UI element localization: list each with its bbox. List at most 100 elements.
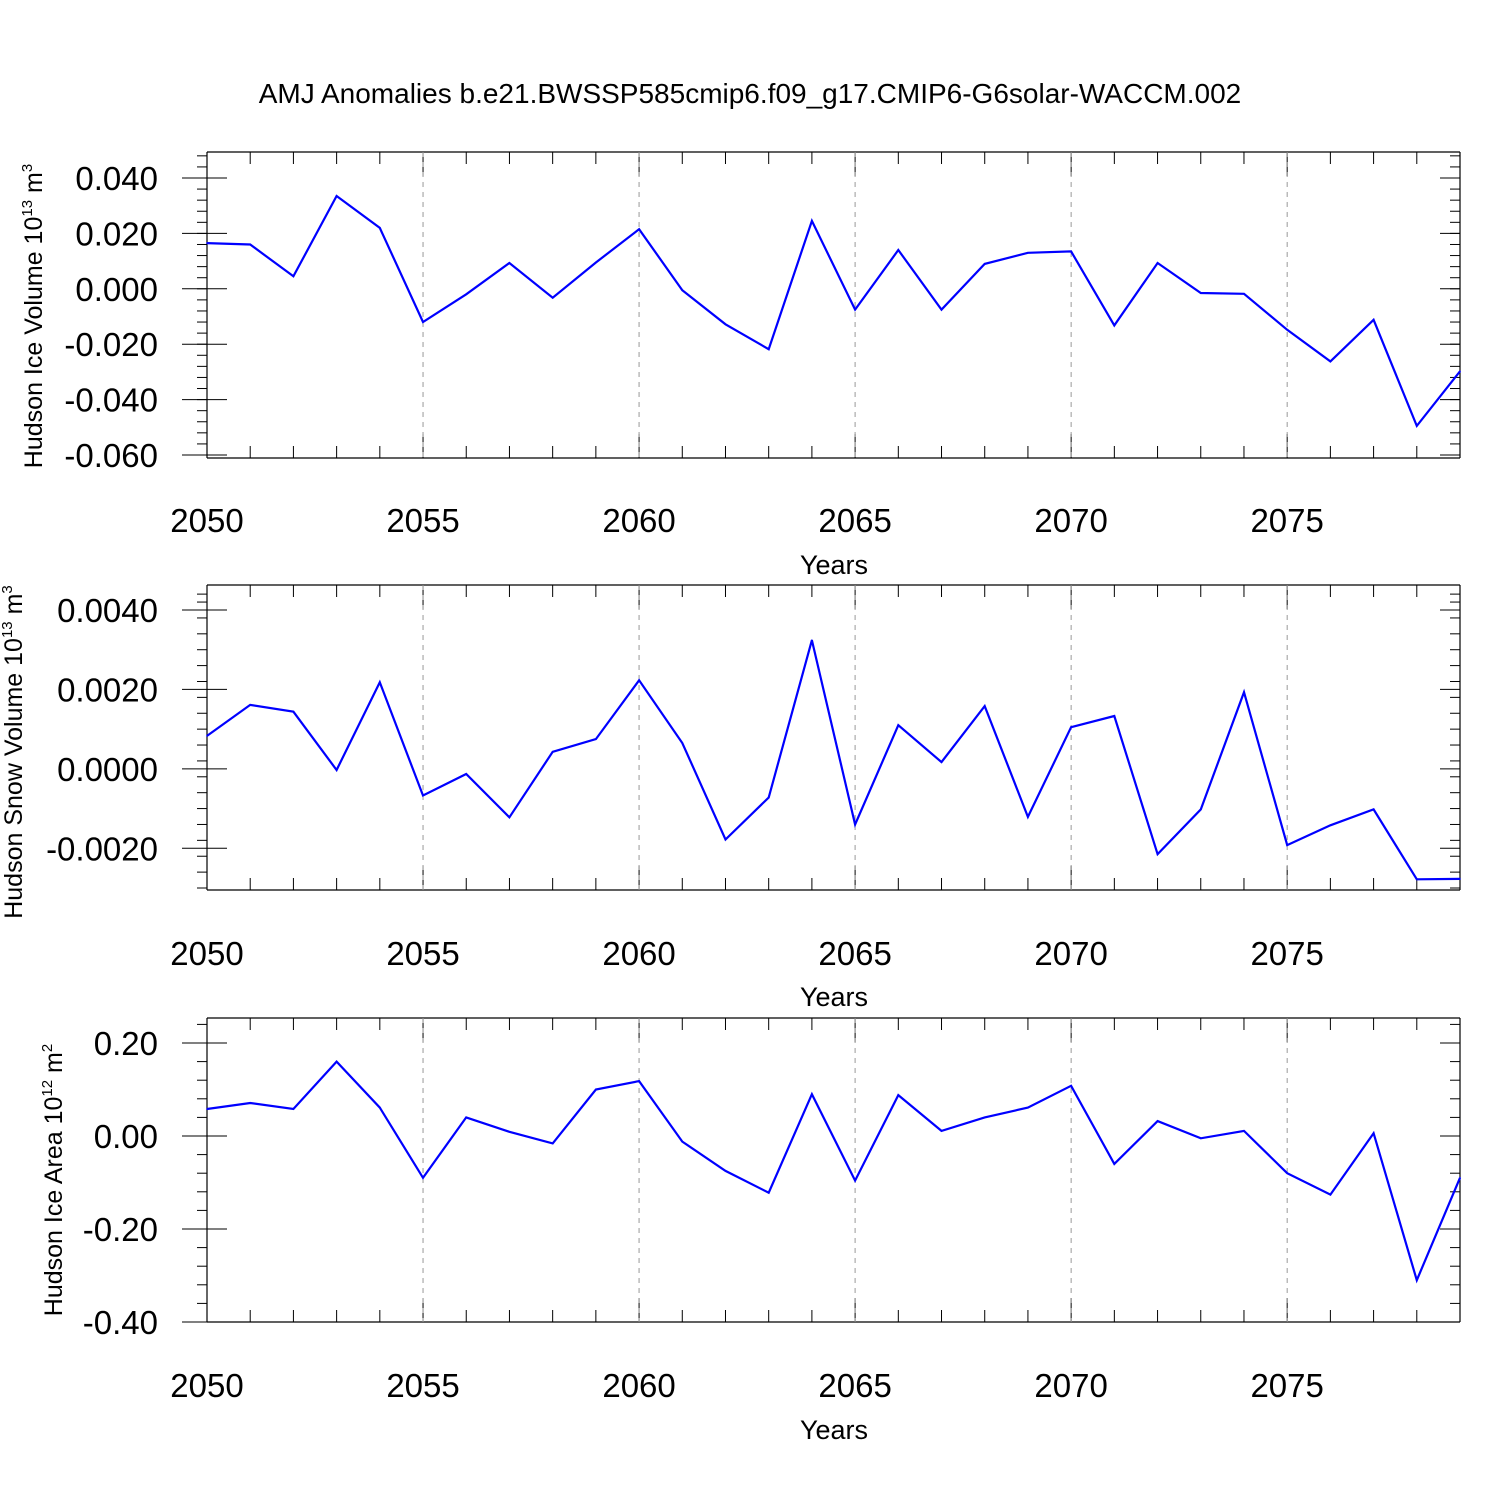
data-point: [595, 261, 597, 264]
y-tick-label: 0.20: [94, 1025, 158, 1062]
y-tick-label: 0.020: [75, 215, 158, 252]
data-point: [379, 227, 381, 229]
x-tick-label: 2050: [170, 935, 243, 972]
y-tick-label: 0.00: [94, 1118, 158, 1155]
series-line: [206, 1059, 1462, 1284]
data-point: [379, 1106, 381, 1109]
y-tick-label: 0.000: [75, 271, 158, 308]
y-tick-label: -0.040: [64, 382, 158, 419]
data-point: [292, 710, 295, 713]
data-point: [681, 289, 684, 291]
y-tick-label: -0.20: [83, 1211, 158, 1248]
data-point: [249, 243, 252, 246]
data-point: [508, 816, 511, 819]
y-axis-title-unit: m: [40, 1052, 68, 1080]
series-line: [206, 194, 1461, 429]
data-point: [1459, 1177, 1461, 1179]
x-tick-label: 2070: [1034, 935, 1107, 972]
y-axis-title-text: Hudson Snow Volume 10: [0, 638, 28, 919]
data-point: [249, 704, 252, 706]
y-axis-title-unit: m: [0, 594, 28, 622]
data-point: [854, 823, 856, 826]
data-point: [983, 705, 986, 707]
y-axis-title: Hudson Ice Area 1012 m2: [39, 1044, 68, 1316]
y-axis-title-text: Hudson Ice Volume 10: [20, 217, 48, 469]
data-point: [249, 1102, 252, 1104]
data-point: [767, 348, 770, 350]
y-axis-title-unit-exponent: 3: [19, 164, 36, 172]
data-point: [422, 1177, 424, 1179]
y-axis-title-exponent: 12: [39, 1080, 56, 1097]
data-point: [897, 724, 900, 726]
x-tick-label: 2060: [602, 502, 675, 539]
data-point: [638, 228, 640, 231]
y-tick-label: -0.0020: [46, 830, 158, 867]
series-line: [206, 639, 1461, 881]
data-point: [1070, 250, 1072, 253]
data-point: [551, 1142, 554, 1145]
x-tick-label: 2055: [386, 935, 459, 972]
data-point: [767, 1191, 770, 1194]
data-point: [1199, 292, 1202, 294]
y-tick-label: 0.0000: [57, 751, 158, 788]
data-point: [1199, 1137, 1202, 1140]
data-point: [1329, 1193, 1332, 1196]
x-axis-title: Years: [800, 1415, 868, 1445]
y-axis-title-unit: m: [20, 172, 48, 200]
data-point: [681, 1140, 684, 1143]
y-tick-label: 0.0040: [57, 592, 158, 629]
data-point: [1113, 1163, 1116, 1165]
panel-snow-volume: 2050 2055 2060 2065 2070 2075 Years -0.0020 0.00…: [0, 584, 1461, 1012]
data-point: [897, 249, 900, 251]
data-point: [1372, 808, 1375, 811]
x-tick-label: 2060: [602, 1367, 675, 1404]
data-point: [1027, 1106, 1029, 1109]
data-point: [422, 321, 424, 323]
data-point: [1070, 726, 1072, 728]
x-axis-title: Years: [800, 550, 868, 580]
data-point: [1372, 319, 1375, 321]
data-point: [1459, 878, 1461, 880]
x-tick-label: 2070: [1034, 502, 1107, 539]
x-tick-label: 2075: [1250, 1367, 1323, 1404]
data-point: [1415, 878, 1418, 881]
data-point: [1286, 1172, 1288, 1174]
data-point: [1156, 262, 1159, 264]
data-point: [1027, 251, 1029, 254]
data-point: [1156, 1120, 1159, 1122]
x-tick-label: 2075: [1250, 935, 1323, 972]
data-point: [1156, 853, 1159, 856]
data-point: [940, 1130, 943, 1132]
data-point: [1286, 328, 1288, 331]
data-point: [465, 773, 468, 775]
x-tick-label: 2055: [386, 502, 459, 539]
data-point: [983, 1116, 986, 1119]
data-point: [1113, 715, 1116, 717]
data-point: [1070, 1084, 1072, 1087]
data-point: [335, 1060, 338, 1063]
data-point: [379, 681, 381, 684]
data-point: [1027, 816, 1029, 818]
data-point: [206, 1108, 208, 1110]
data-point: [638, 1080, 640, 1082]
x-tick-label: 2060: [602, 935, 675, 972]
data-point: [1329, 824, 1332, 827]
data-point: [1199, 808, 1202, 811]
data-point: [335, 769, 338, 771]
data-point: [983, 263, 986, 265]
y-axis-title-unit-exponent: 2: [39, 1044, 56, 1052]
data-point: [1415, 425, 1418, 427]
data-point: [724, 838, 727, 841]
y-tick-label: -0.060: [64, 437, 158, 474]
y-axis-title: Hudson Snow Volume 1013 m3: [0, 585, 28, 919]
y-axis-title: Hudson Ice Volume 1013 m3: [19, 164, 48, 468]
data-point: [1372, 1132, 1375, 1135]
x-tick-label: 2055: [386, 1367, 459, 1404]
data-point: [206, 242, 208, 244]
data-point: [1243, 1130, 1245, 1132]
x-tick-label: 2065: [818, 1367, 891, 1404]
panel-ice-volume: 2050 2055 2060 2065 2070 2075 Years -0.060 -0.04…: [19, 151, 1461, 580]
data-point: [1113, 324, 1116, 327]
data-point: [508, 262, 511, 264]
x-tick-label: 2065: [818, 935, 891, 972]
